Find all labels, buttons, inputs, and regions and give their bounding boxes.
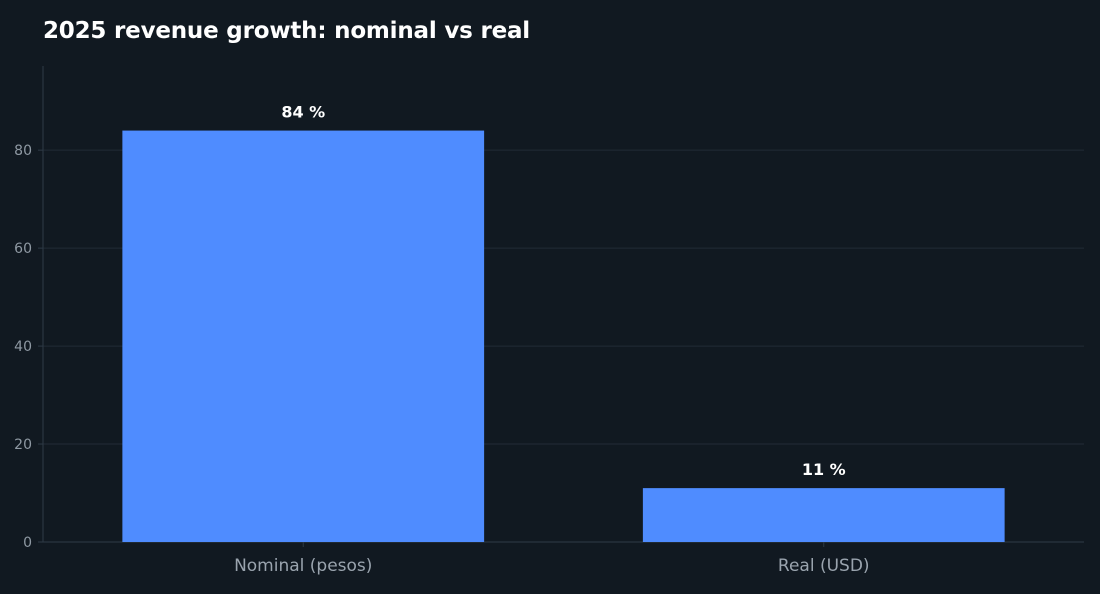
- y-tick-label: 20: [14, 437, 32, 453]
- data-label: 11 %: [802, 460, 846, 479]
- x-tick-label: Nominal (pesos): [234, 556, 372, 576]
- x-tick-label: Real (USD): [778, 556, 870, 576]
- y-tick-label: 80: [14, 143, 32, 159]
- bars: [122, 130, 1005, 543]
- y-tick-label: 40: [14, 339, 32, 355]
- bar: [642, 488, 1005, 542]
- y-tick-label: 0: [23, 535, 32, 551]
- x-tick-labels: Nominal (pesos) Real (USD): [234, 542, 870, 576]
- y-tick-label: 60: [14, 241, 32, 257]
- data-label: 84 %: [281, 103, 325, 122]
- y-tick-labels: 0 20 40 60 80: [14, 143, 43, 551]
- chart-title: 2025 revenue growth: nominal vs real: [43, 18, 530, 44]
- bar: [122, 130, 485, 543]
- data-labels: 84 % 11 %: [281, 103, 845, 480]
